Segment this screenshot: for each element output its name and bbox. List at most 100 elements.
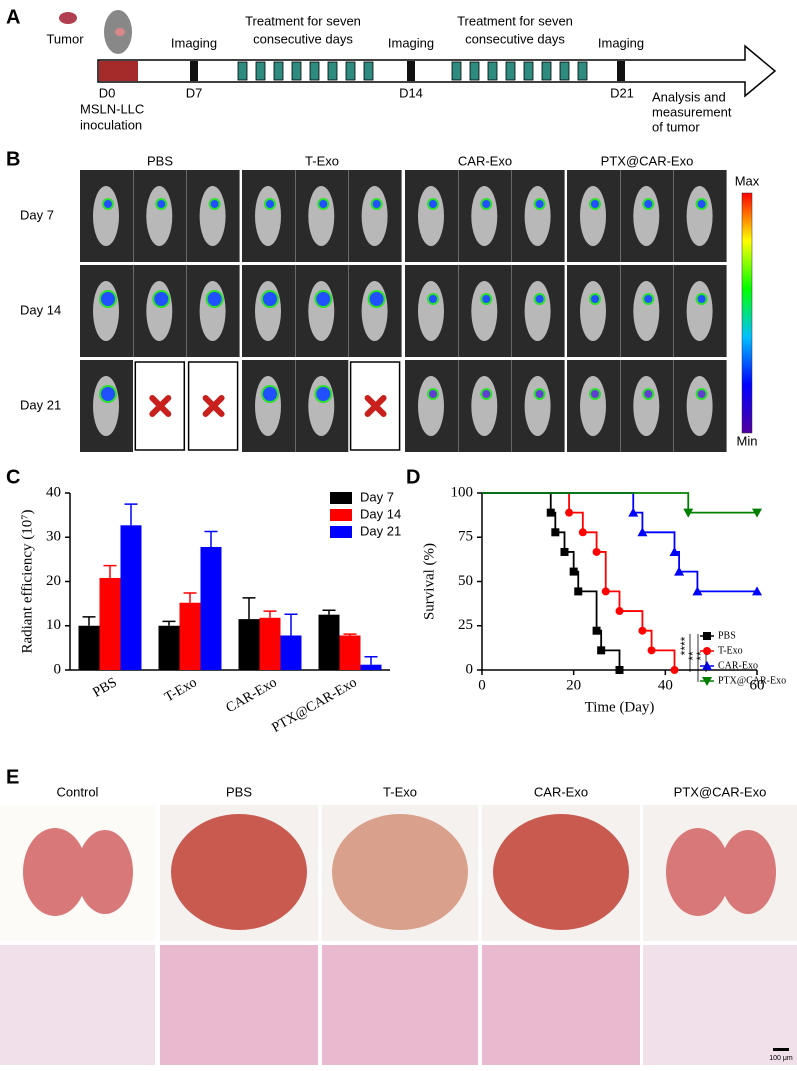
survival-line: [482, 492, 757, 514]
treatment-bar: [291, 61, 302, 81]
colorbar-max: Max: [735, 173, 760, 188]
panel-label: C: [6, 466, 20, 488]
day-label: D7: [186, 85, 203, 100]
legend-swatch: [330, 526, 352, 538]
tumor-signal: [589, 293, 601, 305]
tumor-signal: [427, 293, 439, 305]
analysis-label: measurement: [652, 104, 732, 119]
bar: [179, 602, 201, 670]
marker: [638, 626, 647, 635]
bar: [99, 577, 121, 670]
tumor-signal: [205, 290, 224, 308]
y-tick-label: 0: [466, 661, 474, 677]
bar: [360, 664, 382, 670]
x-tick-label: PBS: [91, 675, 120, 700]
tumor-signal: [427, 388, 439, 400]
error-bar: [343, 633, 357, 636]
x-tick-label: 0: [478, 677, 486, 693]
scale-bar-label: 100 μm: [769, 1055, 793, 1062]
day-label: D0: [99, 85, 116, 100]
group-label: CAR-Exo: [534, 784, 588, 799]
error-bar: [242, 597, 256, 620]
tumor-signal: [533, 198, 546, 210]
panel-label: B: [6, 148, 20, 170]
day-label: Day 21: [20, 397, 61, 412]
tumor-icon: [59, 12, 77, 24]
tumor-signal: [695, 293, 708, 305]
treatment-bar: [363, 61, 374, 81]
legend-swatch: [330, 492, 352, 504]
error-bar: [124, 503, 138, 526]
marker: [551, 528, 560, 537]
marker: [601, 587, 610, 596]
tumor-label: Tumor: [46, 31, 84, 46]
mouse-body: [686, 281, 713, 341]
treatment-bar: [451, 61, 462, 81]
treatment-bar: [505, 61, 516, 81]
y-tick-label: 50: [458, 573, 473, 589]
bar: [259, 617, 281, 670]
marker: [702, 677, 712, 686]
treatment-label: Treatment for seven: [457, 13, 573, 28]
tumor-signal: [480, 388, 493, 400]
marker: [615, 607, 624, 616]
marker: [752, 508, 762, 518]
analysis-label: of tumor: [652, 119, 700, 134]
lung-lobe: [77, 830, 133, 914]
mouse-body: [361, 186, 388, 246]
treatment-bar: [469, 61, 480, 81]
mouse-body: [686, 376, 713, 436]
bar: [158, 625, 180, 670]
colorbar: [741, 192, 753, 434]
mouse-body: [471, 281, 498, 341]
bar: [339, 635, 361, 670]
colorbar-min: Min: [737, 433, 758, 448]
y-tick-label: 25: [458, 617, 473, 633]
tumor-signal: [102, 198, 114, 210]
mouse-body: [146, 281, 173, 341]
mouse-body: [93, 376, 119, 436]
marker: [703, 647, 711, 655]
y-tick-label: 40: [46, 484, 61, 500]
day-label: D14: [399, 85, 423, 100]
treatment-bar: [327, 61, 338, 81]
tumor-signal: [642, 293, 655, 305]
lung: [493, 814, 629, 930]
error-bar: [183, 592, 197, 603]
legend-label: PBS: [718, 630, 736, 641]
treatment-bar: [577, 61, 588, 81]
lung: [171, 814, 307, 930]
group-label: T-Exo: [383, 784, 417, 799]
y-tick-label: 75: [458, 529, 473, 545]
bar: [318, 614, 340, 670]
d0-block: [99, 61, 138, 81]
survival-line: [482, 492, 621, 670]
day-label: Day 7: [20, 207, 54, 222]
tumor-signal: [695, 198, 708, 210]
scale-bar: [773, 1048, 789, 1051]
treatment-bar: [541, 61, 552, 81]
y-tick-label: 0: [54, 661, 62, 677]
group-label: Control: [57, 784, 99, 799]
marker: [683, 508, 694, 518]
lung-lobe: [666, 828, 730, 916]
lung-lobe: [23, 828, 87, 916]
legend-label: CAR-Exo: [718, 660, 758, 671]
x-tick-label: CAR-Exo: [224, 675, 280, 716]
survival-line: [482, 492, 757, 593]
inoculation-label: inoculation: [80, 117, 142, 132]
tumor-signal: [314, 290, 333, 308]
marker: [546, 508, 555, 517]
marker: [578, 528, 587, 537]
treatment-bar: [255, 61, 266, 81]
treatment-bar: [523, 61, 534, 81]
group-label: PTX@CAR-Exo: [601, 153, 694, 168]
treatment-bar: [237, 61, 248, 81]
y-tick-label: 20: [46, 573, 61, 589]
mouse-body: [524, 281, 551, 341]
marker: [637, 527, 648, 537]
mouse-body: [255, 186, 281, 246]
marker: [592, 547, 601, 556]
death-cross: [149, 395, 172, 417]
